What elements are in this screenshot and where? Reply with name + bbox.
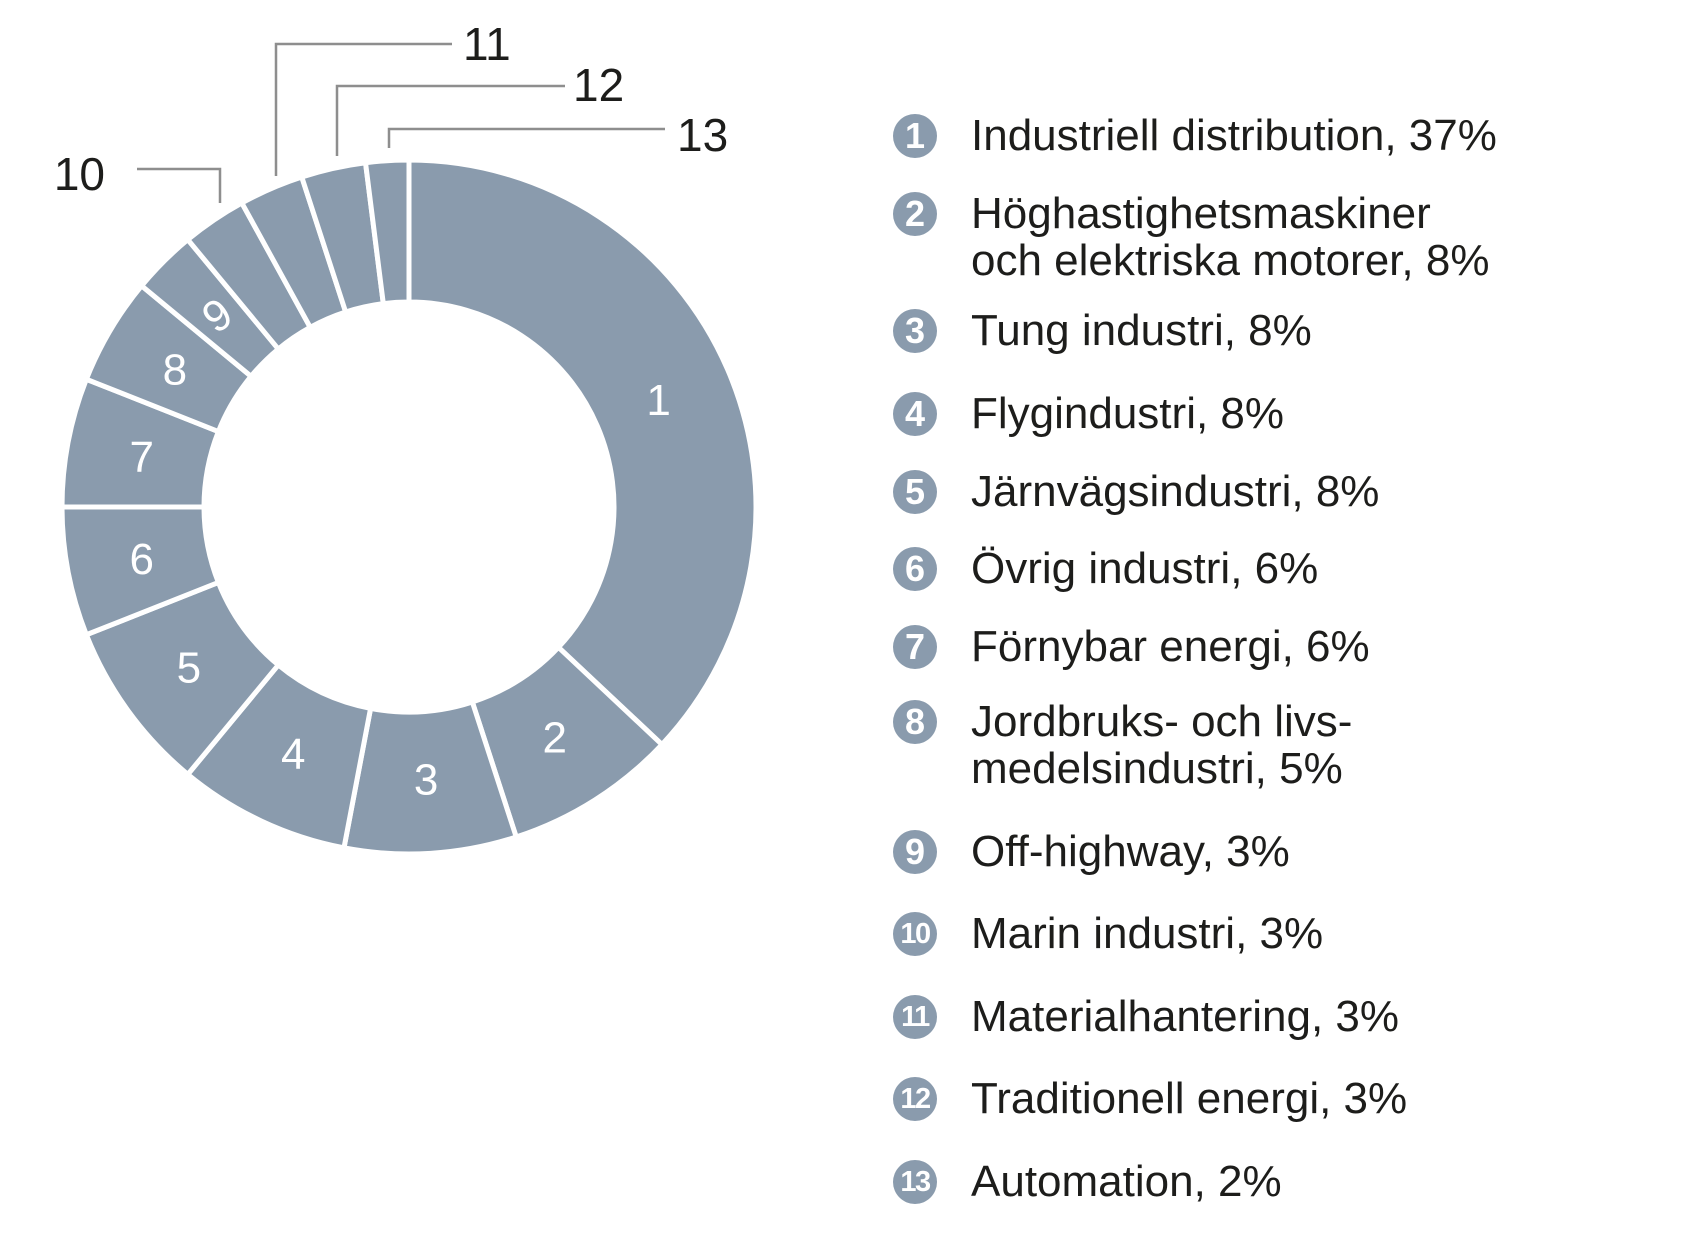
legend-badge-13: 13 — [893, 1160, 937, 1204]
legend-label-11: Materialhantering, 3% — [971, 992, 1400, 1041]
legend-item-5: 5 Järnvägsindustri, 8% — [893, 467, 1380, 516]
legend-badge-1: 1 — [893, 114, 937, 158]
segment-number-7: 7 — [130, 433, 154, 482]
legend-label-9: Off-highway, 3% — [971, 827, 1290, 876]
segment-number-1: 1 — [646, 376, 670, 425]
legend-label-13: Automation, 2% — [971, 1157, 1282, 1206]
callout-line-12 — [335, 84, 565, 156]
legend-badge-10: 10 — [893, 912, 937, 956]
legend-item-12: 12 Traditionell energi, 3% — [893, 1074, 1408, 1123]
legend-badge-5: 5 — [893, 470, 937, 514]
legend-item-4: 4 Flygindustri, 8% — [893, 389, 1285, 438]
legend-item-7: 7 Förnybar energi, 6% — [893, 622, 1370, 671]
segment-number-6: 6 — [130, 535, 154, 584]
legend-badge-11: 11 — [893, 995, 937, 1039]
legend-badge-6: 6 — [893, 547, 937, 591]
legend-item-9: 9 Off-highway, 3% — [893, 827, 1290, 876]
legend-badge-12: 12 — [893, 1077, 937, 1121]
legend-label-8: Jordbruks- och livs-medelsindustri, 5% — [971, 697, 1353, 793]
legend-label-3: Tung industri, 8% — [971, 306, 1312, 355]
segment-number-5: 5 — [177, 644, 201, 693]
legend-item-1: 1 Industriell distribution, 37% — [893, 111, 1497, 160]
callout-line-11 — [274, 42, 452, 176]
legend-item-8: 8 Jordbruks- och livs-medelsindustri, 5% — [893, 697, 1353, 793]
legend-item-3: 3 Tung industri, 8% — [893, 306, 1312, 355]
legend-badge-3: 3 — [893, 309, 937, 353]
legend-item-6: 6 Övrig industri, 6% — [893, 544, 1319, 593]
callout-number-10: 10 — [54, 148, 105, 200]
legend-label-4: Flygindustri, 8% — [971, 389, 1285, 438]
donut-segment-13 — [363, 157, 412, 307]
legend-item-13: 13 Automation, 2% — [893, 1157, 1282, 1206]
callout-number-13: 13 — [677, 109, 728, 161]
legend-label-1: Industriell distribution, 37% — [971, 111, 1497, 160]
legend-badge-2: 2 — [893, 192, 937, 236]
legend-item-11: 11 Materialhantering, 3% — [893, 992, 1400, 1041]
segment-number-2: 2 — [542, 714, 566, 763]
callout-number-11: 11 — [463, 18, 511, 70]
legend-label-7: Förnybar energi, 6% — [971, 622, 1370, 671]
callout-line-13 — [387, 127, 665, 148]
legend-label-10: Marin industri, 3% — [971, 909, 1324, 958]
legend-badge-4: 4 — [893, 392, 937, 436]
legend-label-2: Höghastighetsmaskiner och elektriska moto… — [971, 189, 1490, 285]
legend-label-5: Järnvägsindustri, 8% — [971, 467, 1380, 516]
legend-badge-7: 7 — [893, 625, 937, 669]
legend-badge-8: 8 — [893, 700, 937, 744]
legend-badge-9: 9 — [893, 830, 937, 874]
segment-number-8: 8 — [163, 345, 187, 394]
legend-label-12: Traditionell energi, 3% — [971, 1074, 1408, 1123]
callout-line-10 — [137, 167, 222, 203]
donut-segment-1 — [406, 157, 759, 748]
legend-item-10: 10 Marin industri, 3% — [893, 909, 1324, 958]
legend-item-2: 2 Höghastighetsmaskiner och elektriska mot… — [893, 189, 1490, 285]
segment-number-3: 3 — [414, 755, 438, 804]
legend-label-6: Övrig industri, 6% — [971, 544, 1319, 593]
segment-number-4: 4 — [281, 730, 305, 779]
callout-number-12: 12 — [573, 59, 624, 111]
